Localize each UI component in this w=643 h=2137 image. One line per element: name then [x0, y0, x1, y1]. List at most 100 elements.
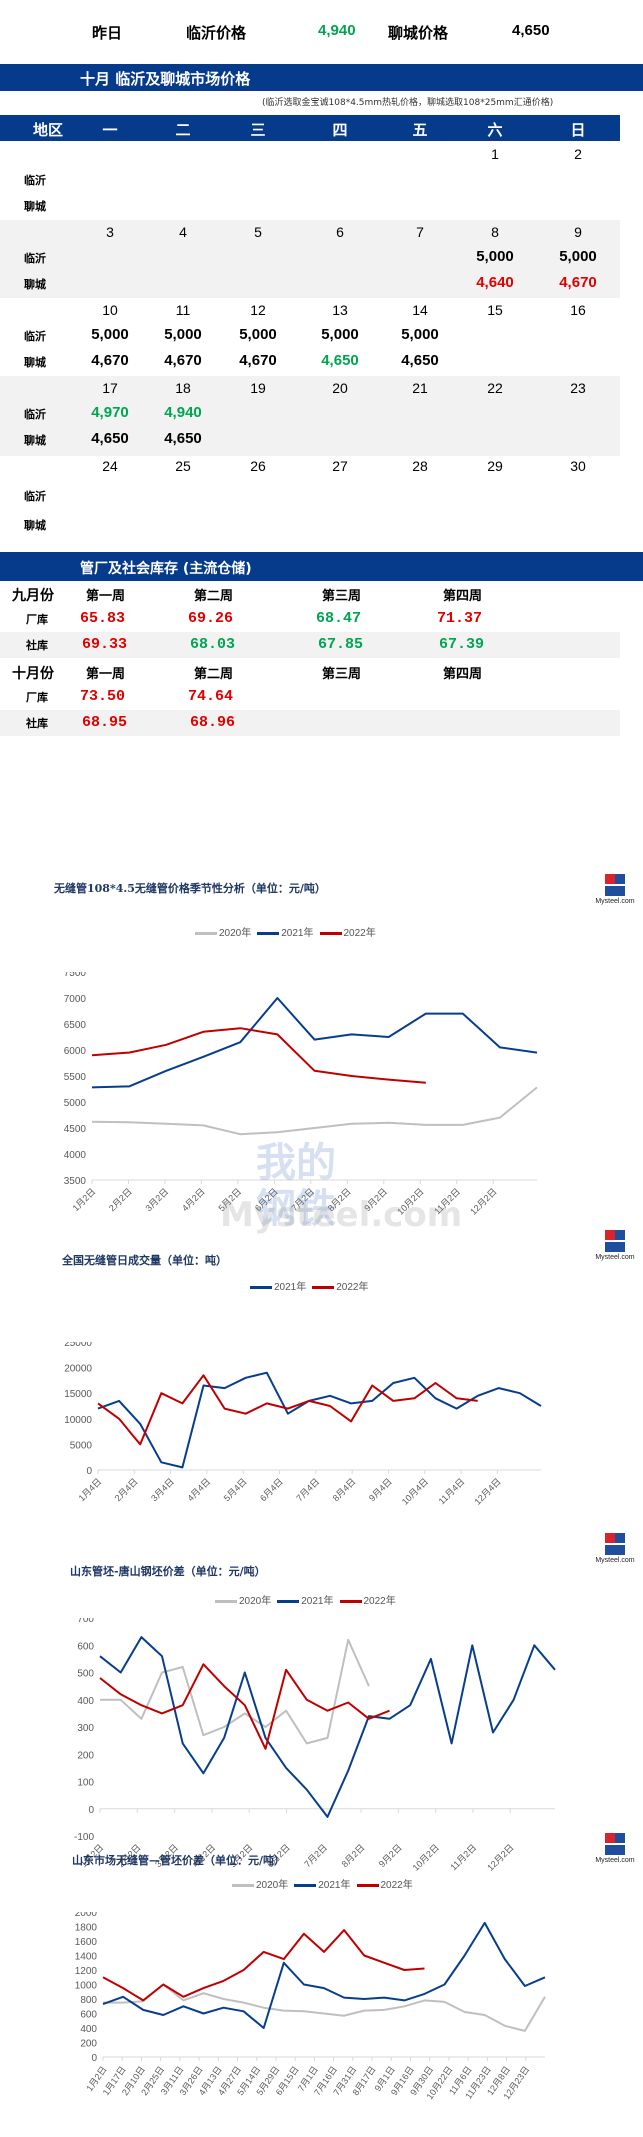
inventory-week-header: 第四周: [443, 667, 483, 682]
x-tick-label: 8月2日: [340, 1842, 367, 1869]
calendar-day: 11: [175, 302, 191, 318]
x-tick-label: 1月4日: [77, 1476, 104, 1503]
inventory-week-header: 第三周: [322, 589, 362, 604]
factory-stock-value: 68.47: [316, 610, 362, 627]
legend-swatch: [215, 1599, 237, 1603]
inventory-title-band: 管厂及社会库存 (主流仓储): [0, 552, 643, 581]
price-linyi: 5,000: [91, 326, 129, 343]
y-tick-label: 0: [91, 2053, 97, 2064]
y-tick-label: 600: [80, 2010, 97, 2021]
legend-item: 2021年: [277, 1592, 334, 1607]
inventory-week-header: 第二周: [194, 667, 234, 682]
calendar-title: 十月 临沂及聊城市场价格: [80, 70, 251, 88]
inventory-week-header: 第三周: [322, 667, 362, 682]
calendar-day: 22: [487, 380, 503, 396]
x-tick-label: 1月2日: [71, 1186, 98, 1213]
legend-item: 2022年: [312, 1278, 369, 1293]
row-label-linyi: 临沂: [24, 490, 46, 503]
legend-label: 2022年: [363, 1596, 396, 1607]
watermark-en: Mysteel.com: [220, 1195, 463, 1235]
factory-stock-label: 厂库: [26, 613, 48, 626]
price-liaocheng: 4,650: [164, 430, 202, 447]
legend-swatch: [277, 1599, 300, 1603]
price-linyi: 5,000: [321, 326, 359, 343]
calendar-day: 27: [332, 458, 348, 474]
row-label-linyi: 临沂: [24, 252, 46, 265]
linyi-price-value: 4,940: [318, 22, 356, 39]
price-linyi: 5,000: [476, 248, 514, 265]
price-linyi: 4,970: [91, 404, 129, 421]
price-liaocheng: 4,650: [401, 352, 439, 369]
calendar-header-1: 一: [102, 121, 118, 139]
x-tick-label: 4月4日: [185, 1476, 212, 1503]
price-liaocheng: 4,640: [476, 274, 514, 291]
calendar-day: 2: [574, 146, 582, 162]
mysteel-logo: Mysteel.com: [595, 1833, 635, 1867]
calendar-header-0: 地区: [32, 121, 63, 139]
y-tick-label: 25000: [64, 1342, 92, 1349]
calendar-title-band: 十月 临沂及聊城市场价格: [0, 64, 643, 91]
calendar-day: 30: [570, 458, 586, 474]
calendar-day: 7: [416, 224, 424, 240]
x-tick-label: 12月2日: [468, 1186, 498, 1216]
legend-swatch: [250, 1285, 272, 1289]
legend-swatch: [195, 931, 217, 935]
calendar-day: 16: [570, 302, 586, 318]
linyi-price-label: 临沂价格: [186, 24, 247, 42]
series-line-2020: [100, 1638, 370, 1745]
legend-label: 2021年: [274, 1282, 307, 1293]
calendar-day: 1: [491, 146, 499, 162]
legend-item: 2021年: [250, 1278, 306, 1293]
calendar-day: 3: [106, 224, 114, 240]
inventory-week-header: 第一周: [86, 589, 126, 604]
y-tick-label: 0: [88, 1805, 94, 1816]
calendar-day: 29: [487, 458, 503, 474]
calendar-day: 17: [102, 380, 118, 396]
price-liaocheng: 4,670: [559, 274, 597, 291]
y-tick-label: 600: [77, 1641, 94, 1652]
x-tick-label: 12月4日: [472, 1476, 502, 1506]
logo-text: Mysteel.com: [595, 898, 635, 905]
legend-item: 2020年: [215, 1592, 271, 1607]
legend-label: 2022年: [336, 1282, 369, 1293]
calendar-day: 18: [175, 380, 191, 396]
calendar-header-6: 六: [487, 121, 503, 139]
y-tick-label: 1800: [75, 1923, 98, 1934]
x-tick-label: 4月2日: [180, 1186, 207, 1213]
x-tick-label: 9月2日: [377, 1842, 404, 1869]
legend-item: 2020年: [195, 924, 251, 939]
legend-label: 2021年: [281, 928, 314, 939]
calendar-day: 5: [254, 224, 262, 240]
calendar-day: 20: [332, 380, 348, 396]
calendar-day: 26: [250, 458, 266, 474]
factory-stock-value: 71.37: [437, 610, 483, 627]
factory-stock-value: 69.26: [188, 610, 234, 627]
factory-stock-value: 74.64: [188, 688, 234, 705]
chart-legend: 2020年 2021年 2022年: [195, 924, 376, 939]
legend-label: 2020年: [219, 928, 252, 939]
price-linyi: 5,000: [239, 326, 277, 343]
row-label-liaocheng: 聊城: [24, 278, 46, 291]
series-line-2021: [97, 1371, 542, 1469]
row-label-linyi: 临沂: [24, 174, 46, 187]
y-tick-label: 4000: [64, 1150, 87, 1161]
legend-swatch: [356, 1883, 379, 1887]
price-liaocheng: 4,670: [239, 352, 277, 369]
inventory-week-header: 第四周: [443, 589, 483, 604]
y-tick-label: 1600: [75, 1937, 98, 1948]
y-tick-label: 7000: [64, 994, 87, 1005]
legend-swatch: [294, 1883, 317, 1887]
x-tick-label: 10月4日: [400, 1476, 430, 1506]
inventory-week-header: 第一周: [86, 667, 126, 682]
row-label-liaocheng: 聊城: [24, 356, 46, 369]
calendar-day: 6: [336, 224, 344, 240]
series-line-2022: [97, 1374, 478, 1446]
price-liaocheng: 4,670: [91, 352, 129, 369]
inventory-band-sep-social: [0, 632, 620, 658]
chart-legend: 2021年 2022年: [250, 1278, 369, 1293]
calendar-day: 9: [574, 224, 582, 240]
x-tick-label: 6月4日: [258, 1476, 285, 1503]
mysteel-logo: Mysteel.com: [595, 1230, 635, 1264]
legend-label: 2022年: [380, 1880, 413, 1891]
y-tick-label: 1200: [75, 1966, 98, 1977]
